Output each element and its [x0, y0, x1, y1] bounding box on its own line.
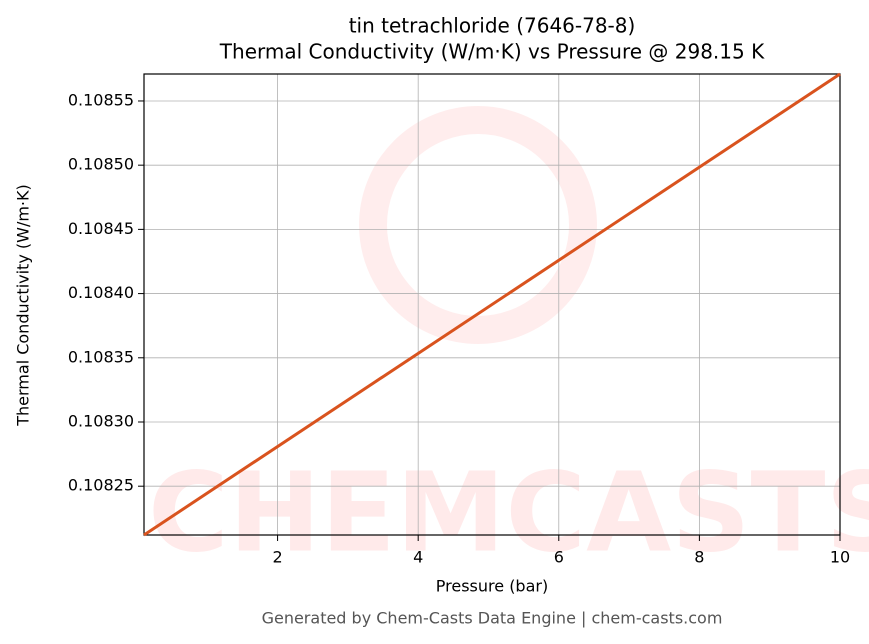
chart-title: tin tetrachloride (7646-78-8) — [349, 14, 636, 38]
footer: Generated by Chem-Casts Data Engine | ch… — [262, 609, 723, 628]
y-tick-label: 0.10830 — [68, 411, 134, 430]
watermark-logo — [359, 106, 597, 344]
watermark: CHEMCASTS — [148, 448, 869, 576]
y-tick-label: 0.10835 — [68, 347, 134, 366]
y-tick-label: 0.10825 — [68, 476, 134, 495]
plot-frame — [143, 73, 841, 536]
chart-subtitle: Thermal Conductivity (W/m·K) vs Pressure… — [219, 40, 765, 64]
y-tick-label: 0.10845 — [68, 219, 134, 238]
x-tick-label: 6 — [554, 548, 564, 567]
x-tick-label: 4 — [413, 548, 423, 567]
y-tick-label: 0.10855 — [68, 90, 134, 109]
x-tick-label: 2 — [272, 548, 282, 567]
x-tick-label: 10 — [830, 548, 850, 567]
x-axis-label: Pressure (bar) — [436, 577, 548, 596]
data-line — [143, 72, 841, 537]
y-axis-label: Thermal Conductivity (W/m·K) — [14, 184, 33, 427]
y-tick-label: 0.10850 — [68, 155, 134, 174]
x-tick-label: 8 — [694, 548, 704, 567]
y-tick-label: 0.10840 — [68, 283, 134, 302]
